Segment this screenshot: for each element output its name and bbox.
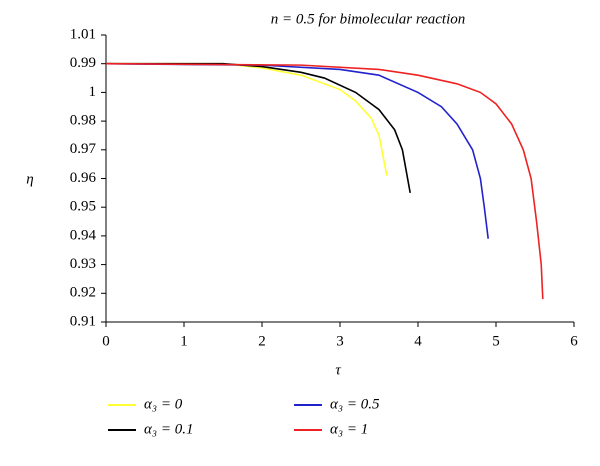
x-tick-label: 3 [336,333,344,349]
y-tick-label: 0.95 [70,199,96,215]
legend-label: α₃ = 0.5 [330,396,380,412]
legend-label: α₃ = 0 [144,396,183,412]
chart-title: n = 0.5 for bimolecular reaction [271,11,466,27]
y-axis-label: η [26,171,33,187]
line-series [106,62,411,193]
line-series [105,62,544,300]
legend-label: α₃ = 1 [330,421,368,437]
y-tick-label: 0.96 [70,170,97,186]
y-tick-label: 1.01 [70,26,96,42]
line-series [105,62,489,239]
x-tick-label: 1 [180,333,188,349]
y-tick-label: 0.92 [70,285,96,301]
x-tick-label: 2 [258,333,266,349]
x-tick-label: 6 [570,333,578,349]
x-axis-label: τ [335,362,341,378]
legend-label: α₃ = 0.1 [144,421,193,437]
x-tick-label: 5 [492,333,500,349]
y-tick-label: 0.91 [70,313,96,329]
y-tick-label: 0.93 [70,256,96,272]
y-tick-label: 0.94 [70,227,97,243]
y-tick-label: 0.98 [70,113,96,129]
y-tick-label: 1 [89,84,97,100]
x-tick-label: 4 [414,333,422,349]
line-series [106,62,388,176]
y-tick-label: 0.99 [70,55,96,71]
y-tick-label: 0.97 [70,141,97,157]
x-tick-label: 0 [102,333,110,349]
